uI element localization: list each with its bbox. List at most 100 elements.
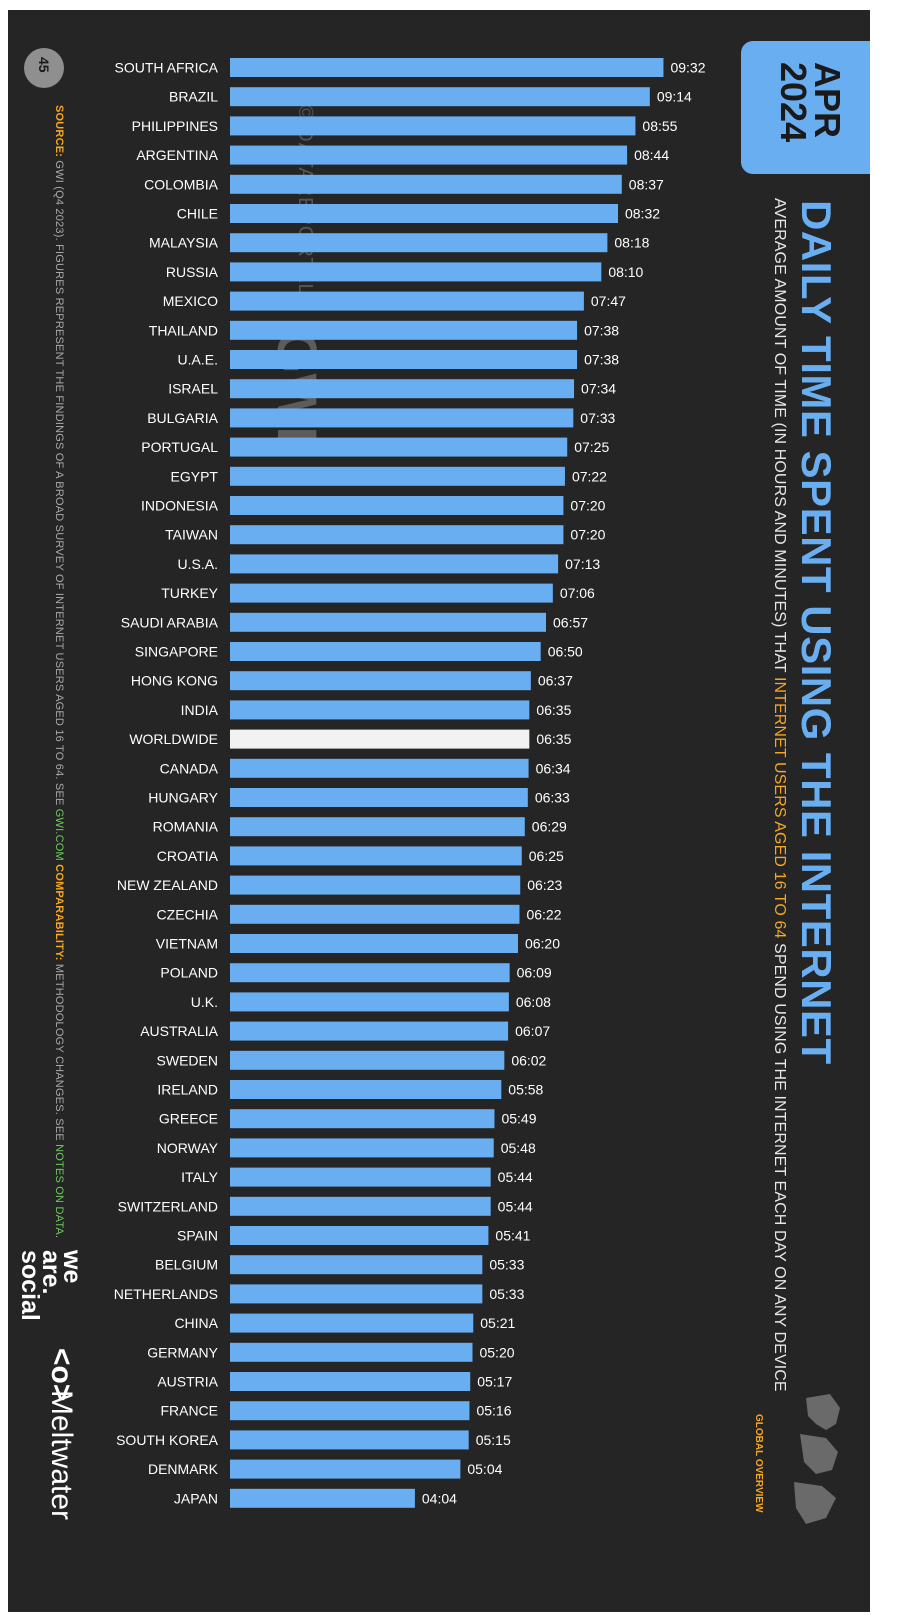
category-label: SOUTH AFRICA: [115, 60, 219, 76]
value-label: 05:41: [495, 1228, 530, 1244]
value-label: 07:25: [574, 439, 609, 455]
bar: [230, 992, 509, 1012]
chart-title: DAILY TIME SPENT USING THE INTERNET: [793, 200, 840, 1065]
value-label: 06:50: [548, 644, 583, 660]
bar: [230, 1226, 489, 1245]
bar: [230, 1342, 473, 1362]
bar: [230, 1138, 494, 1158]
bar: [230, 525, 564, 545]
category-label: ISRAEL: [168, 381, 218, 397]
bar: [230, 291, 584, 311]
category-label: MALAYSIA: [149, 235, 219, 251]
value-label: 04:04: [422, 1490, 457, 1506]
subtitle-start: AVERAGE AMOUNT OF TIME (IN HOURS AND MIN…: [771, 198, 788, 677]
bar: [230, 350, 578, 369]
bar: [230, 671, 531, 691]
value-label: 05:44: [498, 1198, 533, 1214]
category-label: ITALY: [181, 1169, 218, 1185]
bar: [230, 642, 541, 661]
category-label: RUSSIA: [166, 264, 219, 280]
bar: [230, 788, 528, 807]
category-label: BELGIUM: [155, 1257, 218, 1273]
value-label: 06:33: [535, 790, 570, 806]
value-label: 05:04: [467, 1461, 502, 1477]
bar: [230, 379, 575, 399]
category-label: U.K.: [191, 994, 218, 1010]
bar: [230, 1430, 469, 1450]
category-label: GERMANY: [147, 1344, 218, 1360]
value-label: 06:02: [511, 1052, 546, 1068]
category-label: U.A.E.: [178, 352, 218, 368]
category-label: IRELAND: [157, 1082, 218, 1098]
category-label: CZECHIA: [157, 906, 219, 922]
category-label: WORLDWIDE: [129, 731, 218, 747]
bar: [230, 145, 628, 165]
bar: [230, 1255, 483, 1275]
value-label: 06:09: [517, 965, 552, 981]
bar: [230, 408, 574, 428]
value-label: 07:20: [570, 498, 605, 514]
bar: [230, 934, 518, 953]
value-label: 07:20: [570, 527, 605, 543]
value-label: 08:32: [625, 206, 660, 222]
value-label: 05:44: [498, 1169, 533, 1185]
bar: [230, 554, 559, 574]
bar: [230, 963, 510, 983]
category-label: POLAND: [160, 965, 218, 981]
bar: [230, 174, 622, 194]
bar: [230, 583, 553, 603]
bar: [230, 1372, 471, 1391]
category-label: NETHERLANDS: [114, 1286, 218, 1302]
chart-subtitle: AVERAGE AMOUNT OF TIME (IN HOURS AND MIN…: [770, 198, 788, 1392]
date-badge: [741, 41, 870, 174]
category-label: AUSTRALIA: [140, 1023, 218, 1039]
category-label: INDONESIA: [141, 498, 219, 514]
category-label: SPAIN: [177, 1228, 218, 1244]
slide: 45 SOURCE: GWI (Q4 2023). FIGURES REPRES…: [8, 10, 870, 1612]
value-label: 05:48: [501, 1140, 536, 1156]
bar: [230, 87, 650, 107]
bar: [230, 700, 530, 720]
category-label: ARGENTINA: [136, 147, 218, 163]
category-label: SINGAPORE: [135, 644, 218, 660]
category-label: MEXICO: [163, 293, 218, 309]
value-label: 05:33: [489, 1257, 524, 1273]
value-label: 05:17: [477, 1374, 512, 1390]
value-label: 06:34: [536, 760, 571, 776]
section-label: GLOBAL OVERVIEW: [753, 1414, 764, 1513]
bar: [230, 1459, 461, 1479]
value-label: 06:08: [516, 994, 551, 1010]
date-label: APR 2024: [773, 62, 848, 143]
bar: [230, 1488, 415, 1508]
category-label: GREECE: [159, 1111, 218, 1127]
bar-chart: SOUTH AFRICA 09:32 BRAZIL 09:14 PHILIPPINES 0…: [114, 58, 706, 1508]
category-label: FRANCE: [160, 1403, 218, 1419]
bar: [230, 262, 602, 282]
subtitle-highlight: INTERNET USERS AGED 16 TO 64: [771, 676, 788, 939]
value-label: 07:47: [591, 293, 626, 309]
bar: [230, 1080, 502, 1099]
subtitle-end: SPEND USING THE INTERNET EACH DAY ON ANY…: [771, 938, 788, 1392]
category-label: COLOMBIA: [144, 176, 219, 192]
bar: [230, 1401, 470, 1421]
category-label: CHINA: [174, 1315, 218, 1331]
category-label: DENMARK: [148, 1461, 219, 1477]
bar: [230, 58, 664, 77]
value-label: 07:38: [584, 322, 619, 338]
bar: [230, 1284, 483, 1304]
category-label: HONG KONG: [131, 673, 218, 689]
category-label: U.S.A.: [178, 556, 218, 572]
category-label: SWITZERLAND: [118, 1198, 218, 1214]
value-label: 07:22: [572, 468, 607, 484]
category-label: INDIA: [181, 702, 219, 718]
bar: [230, 1109, 495, 1129]
category-label: EGYPT: [171, 468, 219, 484]
world-map-icon: [794, 1394, 840, 1524]
value-label: 06:35: [536, 731, 571, 747]
value-label: 06:37: [538, 673, 573, 689]
bar: [230, 1021, 509, 1041]
category-label: TAIWAN: [165, 527, 218, 543]
value-label: 06:22: [526, 906, 561, 922]
value-label: 06:29: [532, 819, 567, 835]
value-label: 08:37: [629, 176, 664, 192]
